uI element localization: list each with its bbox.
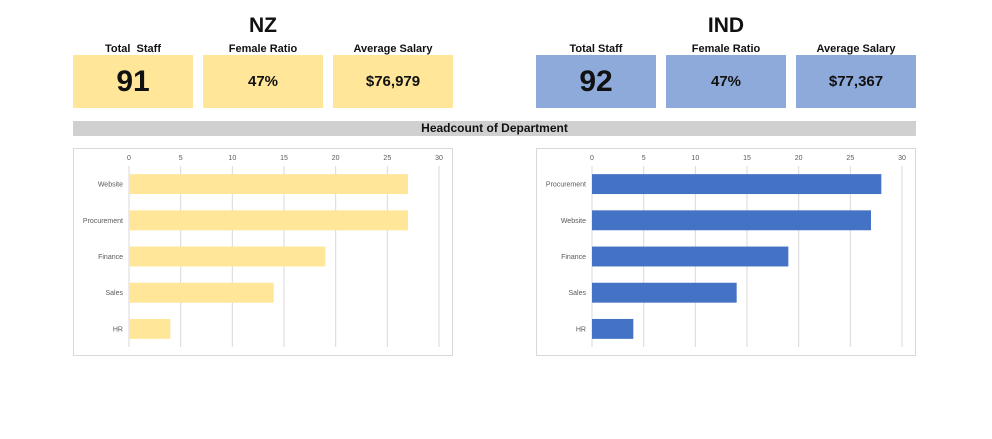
chart-ind-headcount: 0 5 10 15 20 25 30 Procurement Website Finance Sal… [536,148,916,356]
bar-finance [592,246,789,267]
bar-procurement [592,174,882,195]
category-label-sales: Sales [568,290,586,297]
kpi-female-ratio-nz: 47% [203,55,323,108]
x-tick-label: 30 [898,155,906,162]
category-label-website: Website [561,218,586,225]
x-tick-label: 25 [846,155,854,162]
bar-finance [129,246,326,267]
category-label-procurement: Procurement [83,218,123,225]
category-label-sales: Sales [105,290,123,297]
chart-nz-headcount: 0 5 10 15 20 25 30 Website Procurement Finance Sal… [73,148,453,356]
bar-hr [129,318,171,339]
kpi-total-staff-ind: 92 [536,55,656,108]
x-tick-label: 15 [280,155,288,162]
bar-website [592,210,871,231]
category-label-finance: Finance [561,254,586,261]
x-tick-label: 0 [127,155,131,162]
kpi-label-total-staff-ind: Total Staff [569,43,623,55]
x-tick-label: 20 [332,155,340,162]
section-banner: Headcount of Department [73,121,916,136]
x-tick-label: 10 [228,155,236,162]
region-title-ind: IND [707,14,745,37]
category-label-finance: Finance [98,254,123,261]
kpi-average-salary-nz: $76,979 [333,55,453,108]
x-tick-label: 15 [743,155,751,162]
chart-ind-svg: 0 5 10 15 20 25 30 Procurement Website Finance Sal… [546,155,906,347]
category-label-website: Website [98,182,123,189]
kpi-label-total-staff-nz: Total Staff [104,43,161,55]
category-label-hr: HR [113,326,123,333]
x-tick-label: 30 [435,155,443,162]
kpi-label-average-salary-nz: Average Salary [353,43,433,55]
chart-nz-svg: 0 5 10 15 20 25 30 Website Procurement Finance Sal… [83,155,443,347]
bar-procurement [129,210,408,231]
kpi-average-salary-ind: $77,367 [796,55,916,108]
bar-website [129,174,408,195]
x-tick-label: 5 [179,155,183,162]
kpi-label-average-salary-ind: Average Salary [816,43,896,55]
kpi-label-female-ratio-nz: Female Ratio [228,43,298,55]
x-tick-label: 0 [590,155,594,162]
bar-hr [592,318,634,339]
category-label-procurement: Procurement [546,182,586,189]
category-label-hr: HR [576,326,586,333]
region-title-nz: NZ [249,14,277,37]
kpi-female-ratio-ind: 47% [666,55,786,108]
bar-sales [592,282,737,303]
kpi-total-staff-nz: 91 [73,55,193,108]
x-tick-label: 20 [795,155,803,162]
x-tick-label: 25 [383,155,391,162]
x-tick-label: 5 [642,155,646,162]
bar-sales [129,282,274,303]
kpi-label-female-ratio-ind: Female Ratio [691,43,761,55]
x-tick-label: 10 [691,155,699,162]
